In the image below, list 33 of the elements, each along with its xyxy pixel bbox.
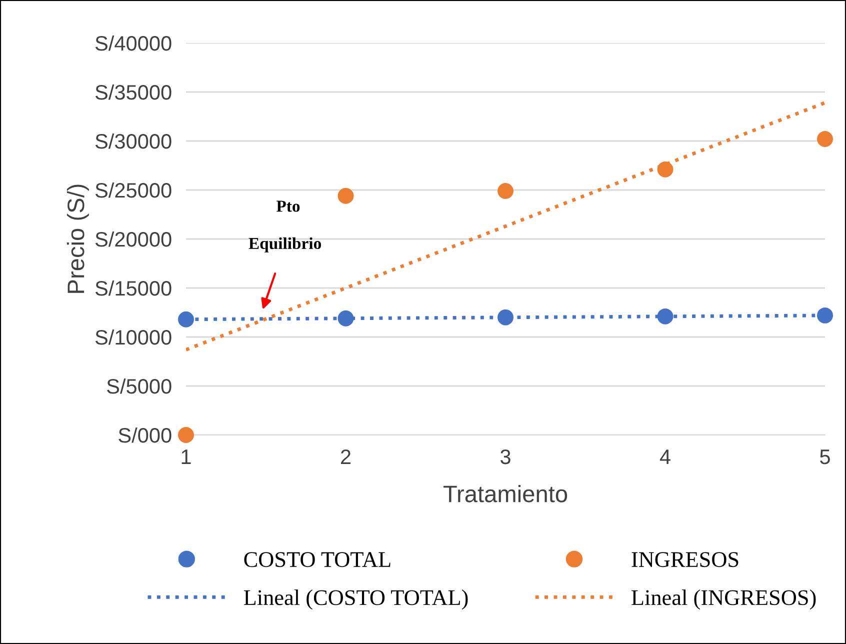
x-tick-label: 3 [500, 449, 510, 464]
x-tick-label: 5 [820, 450, 830, 464]
x-tick-label: 2 [341, 449, 350, 464]
y-tick-label: S/15000 [95, 280, 172, 296]
point [817, 131, 833, 148]
point [178, 311, 194, 328]
point [498, 309, 514, 326]
point [498, 183, 514, 199]
point [178, 427, 194, 443]
legend-label: INGRESOS [632, 552, 738, 568]
y-tick-label: S/000 [118, 427, 172, 443]
y-tick-label: S/10000 [95, 329, 172, 345]
legend-label: Lineal (INGRESOS) [632, 590, 816, 610]
x-tick-label: 1 [182, 450, 191, 464]
point [338, 188, 354, 204]
y-tick-label: S/5000 [107, 378, 172, 394]
y-tick-label: S/35000 [95, 84, 172, 100]
point [338, 310, 354, 326]
point [657, 308, 674, 324]
y-tick-label: S/25000 [95, 182, 172, 198]
x-axis-title: Tratamiento [443, 484, 568, 502]
y-tick-label: S/40000 [95, 35, 172, 51]
y-tick-label: S/20000 [95, 231, 172, 247]
x-tick-label: 4 [660, 450, 670, 464]
point [817, 307, 833, 324]
point [657, 161, 674, 178]
line-series [186, 101, 825, 352]
annotation: Equilibrio [248, 237, 321, 252]
y-tick-label: S/30000 [95, 133, 172, 149]
legend-label: COSTO TOTAL [244, 552, 390, 568]
y-axis-title: Precio (S/) [66, 184, 89, 293]
legend-label: Lineal (COSTO TOTAL) [244, 590, 468, 610]
annotation: Pto [276, 200, 300, 212]
